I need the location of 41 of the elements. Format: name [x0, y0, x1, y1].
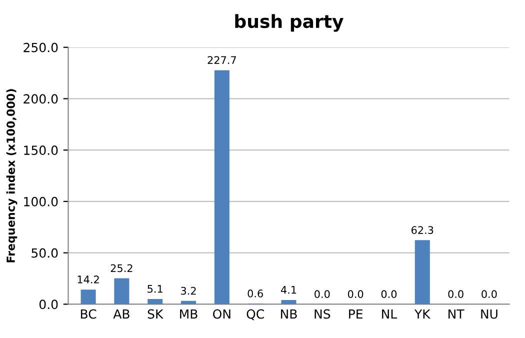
- y-tick-label: 200.0: [24, 94, 58, 104]
- data-label: 227.7: [208, 56, 236, 64]
- x-tick-label: NS: [314, 309, 330, 319]
- x-tick-label: NT: [448, 309, 464, 319]
- data-label: 5.1: [148, 285, 162, 293]
- bar: [281, 300, 296, 304]
- x-tick-label: SK: [148, 309, 164, 319]
- y-axis-title: Frequency index (x100,000): [6, 89, 18, 262]
- bar: [214, 70, 230, 304]
- y-tick-label: 250.0: [24, 42, 58, 52]
- data-label: 4.1: [280, 286, 296, 294]
- bar: [414, 240, 430, 304]
- data-label: 0.0: [381, 290, 397, 298]
- data-label: 0.0: [314, 290, 330, 298]
- data-label: 14.2: [78, 276, 99, 284]
- x-tick-label: PE: [349, 309, 362, 319]
- y-tick-label: 0.0: [39, 300, 58, 310]
- data-label: 62.3: [412, 226, 434, 234]
- x-tick-label: YK: [414, 309, 431, 319]
- y-tick-label: 100.0: [24, 196, 58, 206]
- x-tick-label: AB: [113, 309, 130, 319]
- data-label: 0.0: [482, 290, 497, 298]
- x-tick-label: MB: [180, 309, 198, 319]
- x-tick-label: NU: [481, 309, 498, 319]
- x-tick-label: ON: [213, 309, 230, 319]
- bar: [80, 290, 96, 304]
- data-label: 3.2: [181, 286, 196, 295]
- x-tick-label: NB: [281, 309, 297, 319]
- bar: [181, 300, 196, 304]
- y-tick-label: 150.0: [24, 146, 58, 155]
- x-tick-label: BC: [80, 309, 96, 319]
- data-label: 0.0: [348, 290, 364, 298]
- bar: [114, 278, 130, 304]
- data-label: 25.2: [110, 264, 132, 272]
- x-tick-label: NL: [382, 309, 398, 319]
- data-label: 0.0: [448, 290, 464, 298]
- chart-title: bush party: [235, 14, 344, 32]
- data-label: 0.6: [248, 290, 263, 298]
- y-tick-label: 50.0: [32, 248, 58, 258]
- x-tick-label: QC: [246, 309, 264, 320]
- bar: [148, 298, 163, 304]
